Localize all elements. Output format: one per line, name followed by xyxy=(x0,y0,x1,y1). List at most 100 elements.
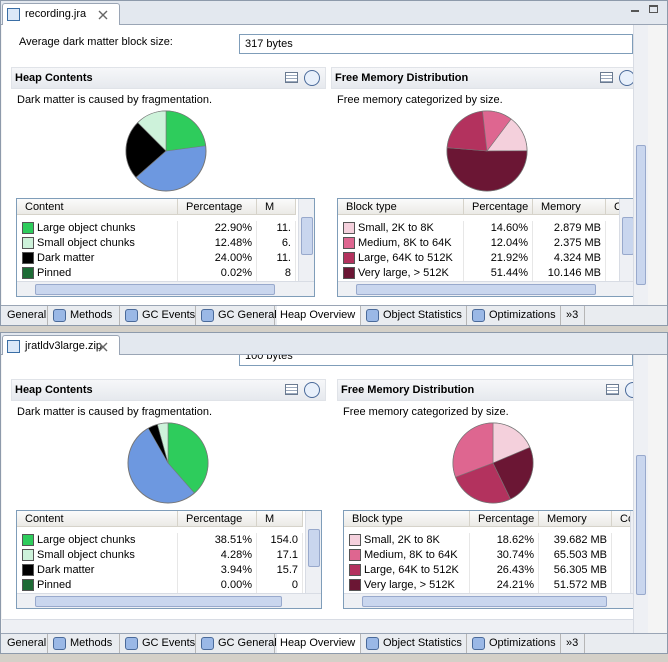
page-tab-label[interactable]: Heap Overview xyxy=(280,637,356,649)
column-header[interactable]: Percentage xyxy=(178,511,257,527)
pie-chart xyxy=(452,422,534,504)
column-header[interactable]: Block type xyxy=(344,511,470,527)
pie-slice xyxy=(482,110,512,152)
color-swatch xyxy=(22,564,34,576)
row-label: Medium, 8K to 64K xyxy=(338,236,464,251)
page-tab-label[interactable]: Optimizations xyxy=(489,637,556,649)
page-tab[interactable]: »3 xyxy=(563,306,585,325)
text-field[interactable]: 100 bytes xyxy=(239,355,633,366)
editor-tab[interactable]: jratldv3large.zip xyxy=(2,335,120,355)
page-tab-label[interactable]: Optimizations xyxy=(489,309,556,321)
color-swatch xyxy=(343,222,355,234)
page-tab-label[interactable]: GC Events xyxy=(142,309,196,321)
horizontal-scrollbar[interactable] xyxy=(338,281,635,296)
page-tab[interactable]: Object Statistics xyxy=(363,306,467,325)
page-tab-label[interactable]: Object Statistics xyxy=(383,309,462,321)
page-tab[interactable]: Optimizations xyxy=(469,634,561,653)
color-swatch xyxy=(22,267,34,279)
help-icon[interactable] xyxy=(304,70,320,86)
page-tab-label[interactable]: »3 xyxy=(566,309,579,321)
editor-tab[interactable]: recording.jra xyxy=(2,3,120,25)
page-tab[interactable]: General xyxy=(4,306,48,325)
table-icon[interactable] xyxy=(285,72,298,83)
horizontal-scrollbar[interactable] xyxy=(17,281,314,296)
data-table: Block type Percentage Memory Co Small, 2K to… xyxy=(343,510,647,609)
table-icon[interactable] xyxy=(600,72,613,83)
column-header[interactable]: Memory xyxy=(539,511,612,527)
data-table: Content Percentage M Large object chunks 38.… xyxy=(16,510,322,609)
text-field[interactable]: 317 bytes xyxy=(239,34,633,54)
cell: 56.305 MB xyxy=(539,563,612,578)
table-icon[interactable] xyxy=(606,384,619,395)
tab-icon xyxy=(201,309,214,322)
cell: 6. xyxy=(257,236,296,251)
table-icon[interactable] xyxy=(285,384,298,395)
cell: 0 xyxy=(257,578,303,593)
vertical-scrollbar[interactable] xyxy=(298,199,314,281)
editor-tab-label[interactable]: jratldv3large.zip xyxy=(25,340,103,352)
color-swatch xyxy=(349,579,361,591)
page-tab[interactable]: GC Events xyxy=(122,306,196,325)
panel-hscrollbar[interactable] xyxy=(2,619,633,633)
page-tab-label[interactable]: General xyxy=(7,637,47,649)
page-tab[interactable]: GC General xyxy=(198,306,277,325)
column-header[interactable]: M xyxy=(257,511,303,527)
column-header[interactable]: Percentage xyxy=(470,511,539,527)
column-header[interactable]: Content xyxy=(17,199,178,215)
color-swatch xyxy=(22,237,34,249)
column-header[interactable]: Block type xyxy=(338,199,464,215)
color-swatch xyxy=(22,579,34,591)
page-tab-label[interactable]: Heap Overview xyxy=(280,309,356,321)
page-tab-label[interactable]: GC Events xyxy=(142,637,196,649)
panel-scrollbar[interactable] xyxy=(633,355,648,633)
row-label: Small, 2K to 8K xyxy=(338,221,464,236)
color-swatch xyxy=(22,222,34,234)
editor-tab-bar: recording.jra xyxy=(1,1,667,25)
close-glyph xyxy=(98,10,108,20)
horizontal-scrollbar[interactable] xyxy=(344,593,646,608)
page-tab[interactable]: General xyxy=(4,634,48,653)
vertical-scrollbar[interactable] xyxy=(305,511,321,593)
page-tab-label[interactable]: »3 xyxy=(566,637,579,649)
cell: 39.682 MB xyxy=(539,533,612,548)
page-tab[interactable]: Methods xyxy=(50,306,120,325)
pie-chart xyxy=(127,422,209,504)
color-swatch xyxy=(22,252,34,264)
page-tab-label[interactable]: GC General xyxy=(218,309,277,321)
page-tab-label[interactable]: General xyxy=(7,309,47,321)
cell: 21.92% xyxy=(464,251,533,266)
color-swatch xyxy=(343,267,355,279)
page-tab[interactable]: Optimizations xyxy=(469,306,561,325)
editor-tab-label[interactable]: recording.jra xyxy=(25,8,87,20)
column-header[interactable]: Memory xyxy=(533,199,606,215)
page-tab[interactable]: »3 xyxy=(563,634,585,653)
color-swatch xyxy=(22,534,34,546)
page-tab[interactable]: Methods xyxy=(50,634,120,653)
help-icon[interactable] xyxy=(304,382,320,398)
page-tab[interactable]: Heap Overview xyxy=(277,634,361,653)
data-table: Content Percentage M Large object chunks 22.… xyxy=(16,198,315,297)
page-tab[interactable]: GC General xyxy=(198,634,277,653)
horizontal-scrollbar[interactable] xyxy=(17,593,321,608)
cell: 26.43% xyxy=(470,563,539,578)
page-tab[interactable]: Heap Overview xyxy=(277,306,361,325)
column-header[interactable]: Percentage xyxy=(464,199,533,215)
page-tab[interactable]: GC Events xyxy=(122,634,196,653)
row-label: Pinned xyxy=(17,578,178,593)
page-tab-label[interactable]: GC General xyxy=(218,637,277,649)
page-tab-label[interactable]: Object Statistics xyxy=(383,637,462,649)
cell: 24.00% xyxy=(178,251,257,266)
cell: 10.146 MB xyxy=(533,266,606,281)
page-tab[interactable]: Object Statistics xyxy=(363,634,467,653)
maximize-button[interactable] xyxy=(649,5,658,13)
column-header[interactable]: Content xyxy=(17,511,178,527)
page-tab-label[interactable]: Methods xyxy=(70,309,113,321)
row-label: Small, 2K to 8K xyxy=(344,533,470,548)
page-tab-label[interactable]: Methods xyxy=(70,637,113,649)
minimize-button[interactable] xyxy=(631,10,639,12)
column-header[interactable]: M xyxy=(257,199,296,215)
column-header[interactable]: Percentage xyxy=(178,199,257,215)
cell: 38.51% xyxy=(178,533,257,548)
panel-scrollbar[interactable] xyxy=(633,25,648,305)
